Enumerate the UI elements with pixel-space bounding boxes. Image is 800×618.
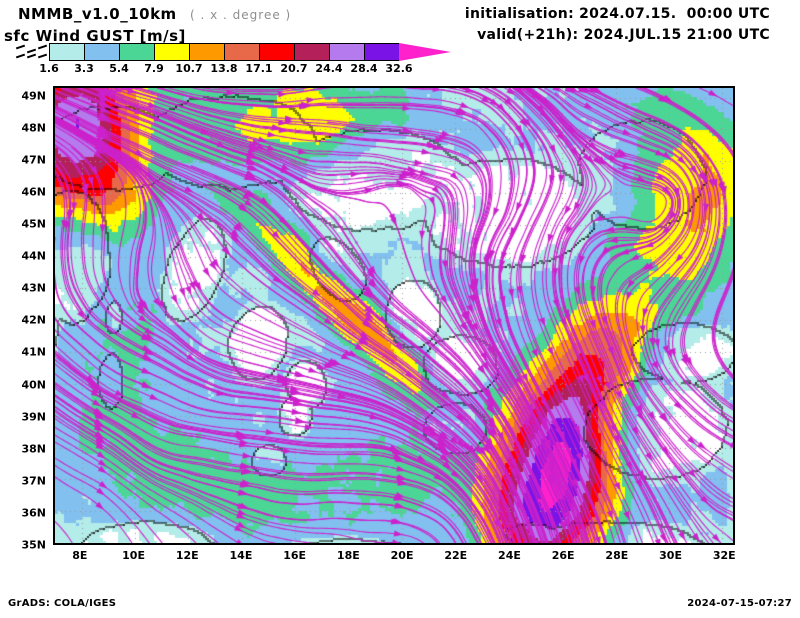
y-axis-tick-48N: 48N [21, 121, 46, 135]
x-axis-tick-30E: 30E [659, 549, 682, 562]
initialisation-time: initialisation: 2024.07.15. 00:00 UTC [464, 6, 770, 22]
model-name: NMMB_v1.0_10km [18, 5, 177, 23]
colorbar-swatch-9 [329, 43, 364, 61]
y-axis-tick-38N: 38N [21, 442, 46, 456]
x-axis-tick-32E: 32E [712, 549, 736, 562]
y-axis-tick-41N: 41N [21, 345, 46, 359]
colorbar-tick-20.7: 20.7 [280, 62, 308, 75]
y-axis-tick-42N: 42N [21, 313, 46, 327]
x-axis-tick-14E: 14E [229, 549, 253, 562]
colorbar-overflow-arrow [399, 43, 451, 61]
colorbar-tick-5.4: 5.4 [109, 62, 129, 75]
x-axis-tick-10E: 10E [122, 549, 145, 562]
colorbar-tick-7.9: 7.9 [144, 62, 164, 75]
x-axis-tick-12E: 12E [175, 549, 199, 562]
colorbar-tick-32.6: 32.6 [385, 62, 413, 75]
colorbar-swatch-6 [224, 43, 259, 61]
render-timestamp: 2024-07-15-07:27 [687, 598, 792, 609]
colorbar-swatch-3 [119, 43, 154, 61]
x-axis-tick-8E: 8E [72, 549, 88, 562]
y-axis-tick-37N: 37N [21, 474, 46, 488]
x-axis-tick-18E: 18E [336, 549, 360, 562]
variable-title: sfc Wind GUST [m/s] [4, 27, 186, 45]
colorbar-tick-17.1: 17.1 [245, 62, 273, 75]
x-axis-tick-24E: 24E [498, 549, 521, 562]
colorbar-tick-3.3: 3.3 [74, 62, 94, 75]
y-axis-tick-35N: 35N [21, 538, 46, 552]
y-axis-tick-47N: 47N [21, 153, 46, 167]
wind-gust-field [55, 88, 733, 543]
y-axis-tick-40N: 40N [21, 378, 46, 391]
x-axis-tick-28E: 28E [605, 549, 629, 562]
colorbar-swatch-1 [49, 43, 84, 61]
colorbar-tick-13.8: 13.8 [210, 62, 238, 75]
colorbar-swatch-4 [154, 43, 189, 61]
valid-time: valid(+21h): 2024.JUL.15 21:00 UTC [477, 27, 770, 43]
y-axis-tick-49N: 49N [21, 89, 46, 103]
map-plot-area[interactable] [53, 86, 735, 545]
y-axis-tick-45N: 45N [21, 217, 46, 231]
colorbar-tick-28.4: 28.4 [350, 62, 378, 75]
y-axis-tick-43N: 43N [21, 281, 46, 295]
y-axis-tick-44N: 44N [21, 249, 46, 263]
colorbar-swatch-2 [84, 43, 119, 61]
source-credit: GrADS: COLA/IGES [8, 598, 117, 609]
x-axis-tick-22E: 22E [444, 549, 468, 562]
x-axis-tick-20E: 20E [390, 549, 414, 562]
y-axis-tick-36N: 36N [21, 506, 46, 520]
colorbar-legend [14, 43, 451, 61]
x-axis-tick-26E: 26E [551, 549, 575, 562]
colorbar-swatch-5 [189, 43, 224, 61]
y-axis-tick-39N: 39N [21, 410, 46, 424]
y-axis-tick-46N: 46N [21, 185, 46, 199]
colorbar-swatch-0 [14, 43, 49, 61]
colorbar-tick-10.7: 10.7 [175, 62, 203, 75]
colorbar-tick-24.4: 24.4 [315, 62, 343, 75]
colorbar-swatch-8 [294, 43, 329, 61]
colorbar-swatch-7 [259, 43, 294, 61]
colorbar-tick-1.6: 1.6 [39, 62, 59, 75]
model-resolution: ( . x . degree ) [190, 8, 292, 22]
colorbar-swatch-10 [364, 43, 399, 61]
x-axis-tick-16E: 16E [283, 549, 307, 562]
